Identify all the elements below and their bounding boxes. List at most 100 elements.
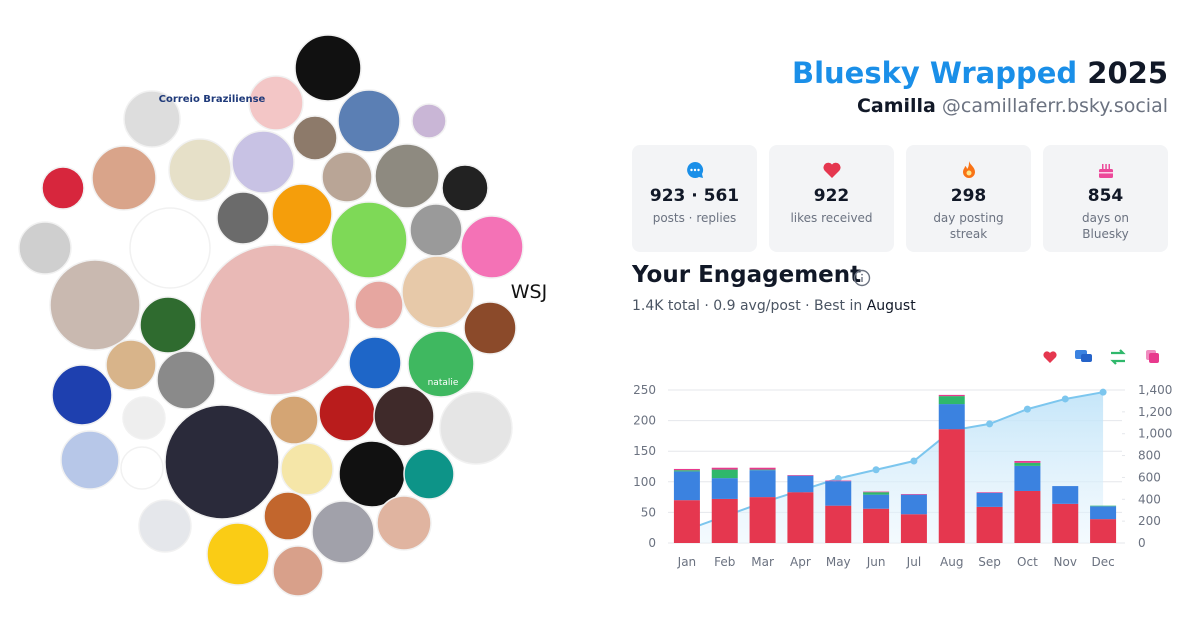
- avatar: [272, 545, 324, 597]
- bar-segment: [1052, 503, 1079, 543]
- bar-segment: [976, 506, 1003, 543]
- bar-segment: [938, 396, 965, 405]
- bar-segment: [787, 475, 814, 476]
- x-tick-label: Jan: [677, 555, 697, 569]
- bar-segment: [938, 404, 965, 430]
- x-tick-label: Dec: [1091, 555, 1114, 569]
- avatar-cloud: [18, 34, 524, 597]
- line-point: [834, 475, 842, 483]
- stat-value: 854: [1087, 186, 1124, 206]
- bar-segment: [673, 500, 700, 543]
- stat-value: 298: [950, 186, 987, 206]
- avatar: [374, 143, 440, 209]
- avatar: [216, 191, 270, 245]
- avatar: [321, 151, 373, 203]
- title-brand: Bluesky Wrapped: [791, 56, 1078, 90]
- avatar: [463, 301, 517, 355]
- avatar: [199, 244, 351, 396]
- bar-segment: [673, 468, 700, 471]
- bar-segment: [787, 475, 814, 493]
- summary: 1.4K total · 0.9 avg/post · Best in Augu…: [632, 298, 916, 314]
- stat-card: 923 · 561 posts · replies: [632, 145, 757, 252]
- avatar: [18, 221, 72, 275]
- bar-segment: [976, 492, 1003, 493]
- chart: 0 50 100 150 200 250 0 200 400 600 800 1,000 1,200 1,…: [633, 383, 1172, 569]
- bar-segment: [749, 470, 776, 498]
- avatar: [330, 201, 408, 279]
- section-title: Your Engagement: [632, 262, 862, 288]
- avatar: [123, 90, 181, 148]
- avatar: [138, 499, 192, 553]
- best-month: August: [866, 298, 916, 314]
- y2-tick-label: 800: [1138, 449, 1161, 463]
- legend-marker: [1110, 349, 1126, 365]
- legend-marker: [1043, 351, 1057, 363]
- stat-label: days on Bluesky: [1081, 211, 1130, 241]
- avatar: [376, 495, 432, 551]
- avatar: [168, 138, 232, 202]
- avatar: [120, 446, 164, 490]
- bar-segment: [1014, 465, 1041, 491]
- x-tick-label: Nov: [1054, 555, 1077, 569]
- avatar: [60, 430, 120, 490]
- avatar: [271, 183, 333, 245]
- icon: [822, 162, 841, 178]
- bar-segment: [1090, 506, 1117, 520]
- bar-segment: [787, 492, 814, 543]
- avatar: [280, 442, 334, 496]
- bar-segment: [711, 467, 738, 470]
- avatar: [91, 145, 157, 211]
- icon: [962, 161, 975, 178]
- logo-text: natalie: [428, 378, 459, 388]
- y-tick-label: 50: [641, 505, 656, 519]
- y-tick-label: 200: [633, 414, 656, 428]
- area: [686, 392, 1104, 543]
- avatar: [292, 115, 338, 161]
- y-tick-label: 100: [633, 475, 656, 489]
- y2-tick-label: 1,200: [1138, 405, 1172, 419]
- stat-card: 854 days on Bluesky: [1043, 145, 1168, 252]
- y2-tick-label: 600: [1138, 470, 1161, 484]
- stat-label: day posting streak: [933, 211, 1004, 241]
- bar-segment: [749, 467, 776, 470]
- x-tick-label: May: [826, 555, 851, 569]
- y-tick-label: 250: [633, 383, 656, 397]
- summary-text: 1.4K total · 0.9 avg/post · Best in: [632, 298, 863, 314]
- x-tick-label: Aug: [940, 555, 963, 569]
- y2-tick-label: 1,400: [1138, 383, 1172, 397]
- bar-segment: [863, 508, 890, 543]
- info-icon[interactable]: [853, 269, 871, 287]
- bar-segment: [976, 492, 1003, 507]
- avatar: [407, 330, 475, 398]
- bar-segment: [900, 514, 927, 543]
- avatar: [403, 448, 455, 500]
- x-tick-label: Jul: [906, 555, 921, 569]
- bar-segment: [900, 494, 927, 495]
- avatar: [122, 396, 166, 440]
- bar-segment: [863, 492, 890, 495]
- bar-segment: [711, 478, 738, 499]
- avatar: [354, 280, 404, 330]
- legend-marker: [1081, 354, 1092, 362]
- logo-text: Correio Braziliense: [159, 94, 266, 105]
- stat-card: 922 likes received: [769, 145, 894, 252]
- bar-segment: [825, 481, 852, 506]
- bar-segment: [673, 470, 700, 472]
- avatar: [318, 384, 376, 442]
- avatar: [206, 522, 270, 586]
- user-name: Camilla: [856, 95, 936, 117]
- avatar: [411, 103, 447, 139]
- avatar: [460, 215, 524, 279]
- bar-segment: [749, 469, 776, 471]
- avatar: [441, 164, 489, 212]
- bar-segment: [711, 498, 738, 543]
- bar-segment: [711, 469, 738, 479]
- avatar: [373, 385, 435, 447]
- line-point: [1061, 395, 1069, 403]
- avatar: [409, 203, 463, 257]
- bar-segment: [825, 505, 852, 543]
- avatar: [401, 255, 475, 329]
- x-tick-label: Jun: [866, 555, 886, 569]
- stat-value: 923 · 561: [649, 186, 740, 206]
- bar-segment: [900, 494, 927, 515]
